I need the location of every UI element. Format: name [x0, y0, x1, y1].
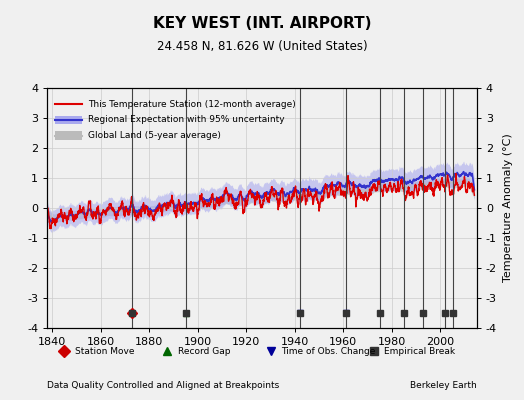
Text: Global Land (5-year average): Global Land (5-year average): [88, 131, 221, 140]
Text: Station Move: Station Move: [75, 346, 135, 356]
Text: Data Quality Controlled and Aligned at Breakpoints: Data Quality Controlled and Aligned at B…: [47, 381, 279, 390]
Text: Empirical Break: Empirical Break: [385, 346, 455, 356]
Text: Berkeley Earth: Berkeley Earth: [410, 381, 477, 390]
Text: Regional Expectation with 95% uncertainty: Regional Expectation with 95% uncertaint…: [88, 116, 285, 124]
Text: KEY WEST (INT. AIRPORT): KEY WEST (INT. AIRPORT): [153, 16, 371, 31]
Y-axis label: Temperature Anomaly (°C): Temperature Anomaly (°C): [503, 134, 512, 282]
Text: Time of Obs. Change: Time of Obs. Change: [281, 346, 376, 356]
Text: 24.458 N, 81.626 W (United States): 24.458 N, 81.626 W (United States): [157, 40, 367, 53]
Text: This Temperature Station (12-month average): This Temperature Station (12-month avera…: [88, 100, 296, 109]
Bar: [55, 116, 82, 124]
Bar: [55, 131, 82, 140]
Text: Record Gap: Record Gap: [178, 346, 231, 356]
